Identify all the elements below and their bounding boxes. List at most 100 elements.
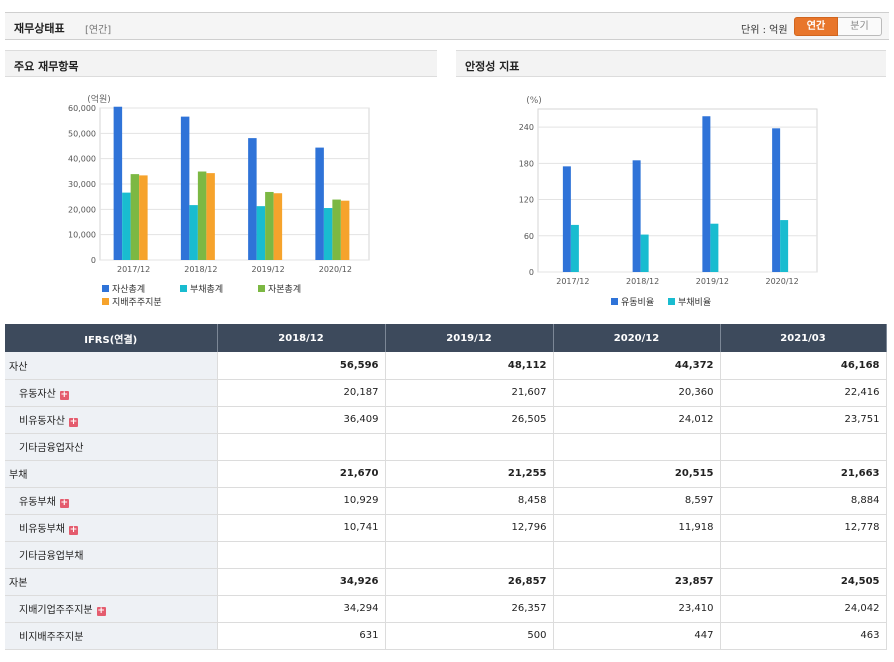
table-row: 유동자산 +20,187 21,607 20,360 22,416 [5, 379, 887, 407]
bar [332, 199, 341, 260]
value-cell [553, 433, 721, 461]
value-cell: 26,505 [385, 406, 554, 434]
y-tick-label: 0 [91, 256, 96, 265]
value-cell: 21,670 [217, 460, 386, 488]
value-cell: 12,778 [720, 514, 887, 542]
legend-label: 자산총계 [112, 283, 145, 295]
value-cell: 11,918 [553, 514, 721, 542]
x-tick-label: 2020/12 [319, 265, 352, 274]
bar [180, 116, 190, 260]
value-cell: 48,112 [385, 352, 554, 380]
value-cell: 447 [553, 622, 721, 650]
value-cell: 26,857 [385, 568, 554, 596]
x-tick-label: 2018/12 [626, 277, 659, 286]
bar [780, 220, 789, 272]
legend-swatch [668, 298, 675, 305]
table-row: 기타금융업자산 [5, 433, 887, 461]
value-cell: 631 [217, 622, 386, 650]
value-cell: 23,410 [553, 595, 721, 623]
x-tick-label: 2019/12 [696, 277, 729, 286]
expand-plus-icon[interactable]: + [69, 417, 78, 427]
value-cell [385, 433, 554, 461]
table-row: 자본 34,926 26,857 23,857 24,505 [5, 568, 887, 596]
bar [772, 128, 781, 272]
col-header-period: 2020/12 [553, 324, 721, 352]
x-tick-label: 2020/12 [766, 277, 799, 286]
value-cell: 500 [385, 622, 554, 650]
bar [570, 224, 579, 272]
x-tick-label: 2019/12 [252, 265, 285, 274]
row-label: 기타금융업자산 [19, 443, 84, 454]
bar [710, 223, 719, 272]
value-cell: 44,372 [553, 352, 721, 380]
value-cell: 463 [720, 622, 887, 650]
bar [206, 173, 215, 260]
table-row: 유동부채 +10,929 8,458 8,597 8,884 [5, 487, 887, 515]
row-label: 자산 [9, 361, 28, 373]
row-label: 유동부채 [19, 497, 56, 508]
value-cell: 20,360 [553, 379, 721, 407]
value-cell: 12,796 [385, 514, 554, 542]
col-header-ifrs: IFRS(연결) [5, 324, 218, 352]
y-tick-label: 60,000 [68, 104, 96, 113]
key-items-panel-header: 주요 재무항목 [5, 50, 437, 77]
value-cell [217, 433, 386, 461]
expand-plus-icon[interactable]: + [69, 525, 78, 535]
quarterly-button[interactable]: 분기 [838, 17, 882, 36]
bar [640, 234, 649, 272]
key-items-chart: 0 10,000 20,000 30,000 40,000 50,000 60,000(억원… [68, 93, 370, 308]
statement-header: 재무상태표 [연간] 단위 : 억원 연간 분기 [5, 12, 889, 40]
table-row: 기타금융업부채 [5, 541, 887, 569]
annual-button[interactable]: 연간 [794, 17, 838, 36]
value-cell: 23,857 [553, 568, 721, 596]
bar [256, 206, 266, 260]
value-cell [720, 433, 887, 461]
row-label-cell: 비지배주주지분 [5, 622, 218, 650]
row-label: 자본 [9, 578, 28, 589]
bar [702, 116, 711, 272]
value-cell: 26,357 [385, 595, 554, 623]
plot-frame [537, 108, 818, 273]
table-row: 비유동자산 +36,409 26,505 24,012 23,751 [5, 406, 887, 434]
bar [340, 200, 350, 260]
table-row: 비지배주주지분 631 500 447 463 [5, 622, 887, 650]
value-cell [553, 541, 721, 569]
value-cell [385, 541, 554, 569]
row-label-cell: 부채 [5, 460, 218, 488]
expand-plus-icon[interactable]: + [96, 606, 106, 616]
bar [248, 138, 257, 260]
bar [273, 193, 283, 260]
value-cell: 21,255 [385, 460, 554, 488]
y-tick-label: 50,000 [68, 129, 96, 138]
y-tick-label: 60 [524, 232, 534, 241]
row-label-cell: 기타금융업자산 [5, 433, 218, 461]
row-label-cell: 비유동자산 + [5, 406, 218, 434]
value-cell: 8,884 [720, 487, 887, 515]
stability-chart: 0 60 120 180 240 (%) 2017/12 2018/12 2019/12 2020… [519, 96, 818, 308]
value-cell: 34,926 [217, 568, 386, 596]
row-label-cell: 기타금융업부채 [5, 541, 218, 569]
value-cell: 34,294 [217, 595, 386, 623]
value-cell [720, 541, 887, 569]
value-cell: 20,187 [217, 379, 386, 407]
value-cell: 21,663 [720, 460, 887, 488]
value-cell: 24,012 [553, 406, 721, 434]
row-label-cell: 유동자산 + [5, 379, 218, 407]
row-label: 부채 [9, 470, 28, 481]
value-cell: 24,042 [720, 595, 887, 623]
bar [265, 191, 274, 260]
legend-label: 자본총계 [268, 283, 301, 295]
expand-plus-icon[interactable]: + [59, 390, 69, 400]
row-label-cell: 비유동부채 + [5, 514, 218, 542]
table-row: 부채 21,670 21,255 20,515 21,663 [5, 460, 887, 488]
stability-title: 안정성 지표 [465, 60, 520, 73]
legend-label: 부채총계 [190, 283, 223, 295]
y-tick-label: 240 [519, 123, 534, 132]
y-tick-label: 0 [529, 268, 534, 277]
period-label: [연간] [85, 25, 112, 36]
expand-plus-icon[interactable]: + [59, 498, 69, 508]
table-header-row: IFRS(연결) 2018/12 2019/12 2020/12 2021/03 [5, 324, 887, 352]
row-label-cell: 자본 [5, 568, 218, 596]
y-tick-label: 30,000 [68, 180, 96, 189]
bar [139, 175, 148, 260]
